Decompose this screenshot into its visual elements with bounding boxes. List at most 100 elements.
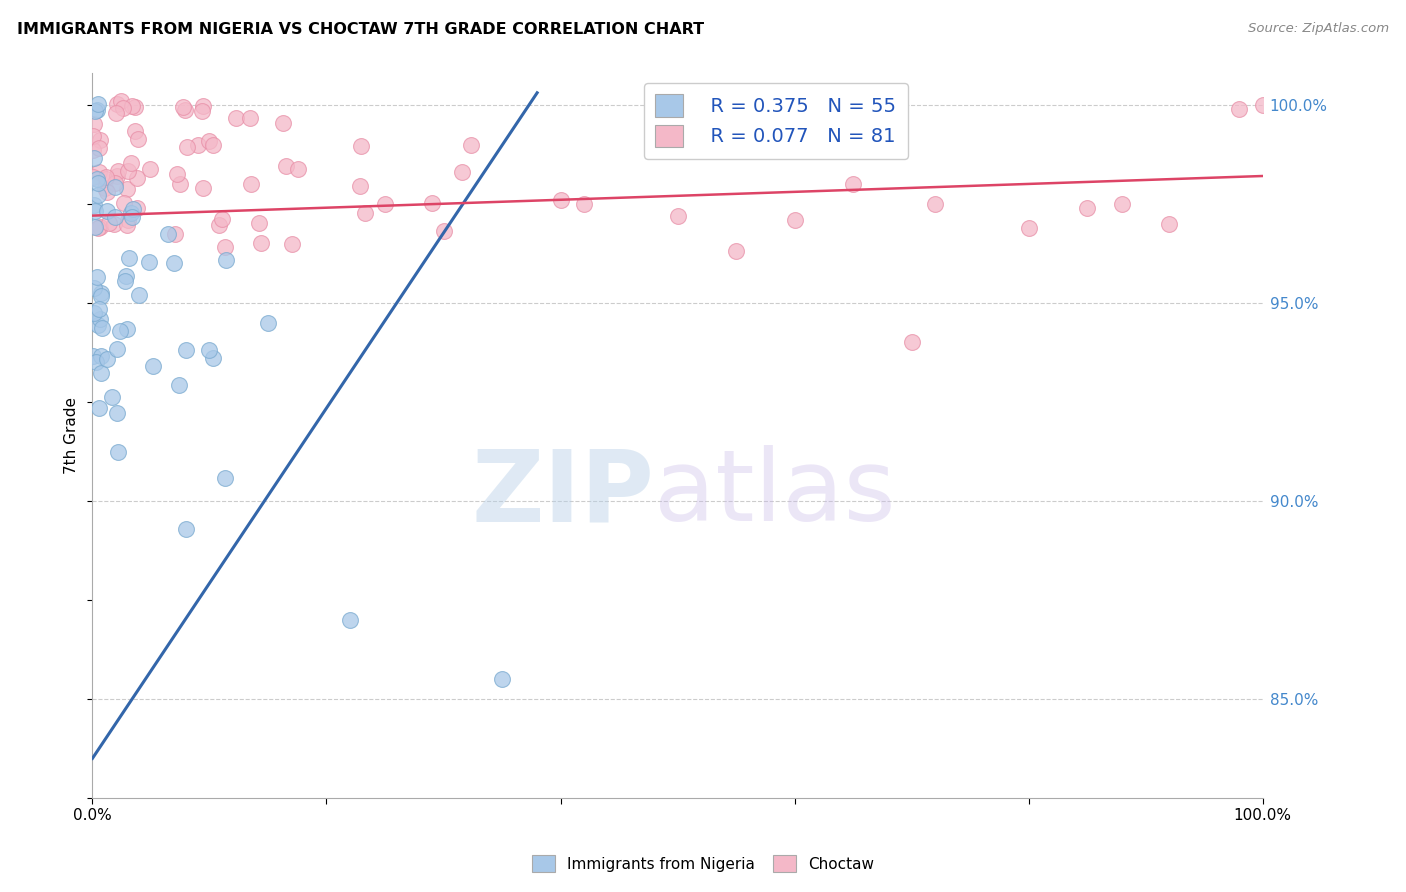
Point — [287, 161, 309, 176]
Point — [1111, 196, 1133, 211]
Text: Source: ZipAtlas.com: Source: ZipAtlas.com — [1249, 22, 1389, 36]
Point — [87, 141, 110, 155]
Point — [84, 204, 107, 219]
Point — [83, 306, 105, 320]
Point — [1018, 220, 1040, 235]
Point — [173, 103, 195, 117]
Point — [198, 134, 221, 148]
Point — [247, 216, 270, 230]
Point — [86, 269, 108, 284]
Point — [87, 165, 110, 179]
Point — [783, 212, 806, 227]
Point — [104, 179, 127, 194]
Point — [349, 179, 371, 194]
Point — [84, 220, 107, 235]
Point — [1251, 97, 1274, 112]
Text: ZIP: ZIP — [471, 445, 654, 542]
Legend:   R = 0.375   N = 55,   R = 0.077   N = 81: R = 0.375 N = 55, R = 0.077 N = 81 — [644, 83, 908, 159]
Point — [83, 117, 105, 131]
Point — [89, 133, 111, 147]
Point — [112, 195, 135, 210]
Point — [281, 237, 304, 252]
Point — [142, 359, 165, 373]
Point — [117, 163, 139, 178]
Point — [214, 252, 236, 267]
Point — [572, 196, 595, 211]
Point — [190, 103, 212, 118]
Point — [214, 471, 236, 485]
Point — [924, 196, 946, 211]
Point — [83, 198, 105, 212]
Point — [90, 349, 112, 363]
Point — [96, 185, 118, 199]
Point — [550, 193, 572, 207]
Point — [725, 244, 748, 259]
Point — [87, 97, 110, 112]
Point — [666, 209, 689, 223]
Point — [124, 124, 146, 138]
Point — [114, 274, 136, 288]
Point — [166, 167, 188, 181]
Point — [104, 176, 127, 190]
Point — [98, 216, 121, 230]
Point — [83, 152, 105, 166]
Point — [138, 161, 160, 176]
Point — [127, 171, 149, 186]
Point — [339, 613, 361, 627]
Point — [103, 217, 125, 231]
Point — [211, 212, 233, 227]
Point — [128, 288, 150, 302]
Point — [111, 101, 134, 115]
Point — [121, 210, 143, 224]
Legend: Immigrants from Nigeria, Choctaw: Immigrants from Nigeria, Choctaw — [524, 847, 882, 880]
Point — [82, 143, 104, 157]
Point — [101, 391, 124, 405]
Point — [105, 169, 128, 183]
Point — [90, 366, 112, 380]
Point — [86, 103, 108, 117]
Point — [127, 132, 149, 146]
Point — [420, 195, 443, 210]
Text: atlas: atlas — [654, 445, 896, 542]
Point — [432, 224, 454, 238]
Point — [239, 178, 262, 192]
Point — [1227, 102, 1250, 116]
Y-axis label: 7th Grade: 7th Grade — [65, 397, 79, 474]
Point — [82, 128, 104, 143]
Point — [273, 116, 295, 130]
Point — [120, 156, 142, 170]
Point — [89, 301, 111, 316]
Point — [460, 137, 482, 152]
Text: IMMIGRANTS FROM NIGERIA VS CHOCTAW 7TH GRADE CORRELATION CHART: IMMIGRANTS FROM NIGERIA VS CHOCTAW 7TH G… — [17, 22, 704, 37]
Point — [125, 201, 148, 215]
Point — [96, 204, 118, 219]
Point — [107, 405, 129, 419]
Point — [257, 316, 280, 330]
Point — [350, 139, 373, 153]
Point — [117, 213, 139, 227]
Point — [89, 401, 111, 416]
Point — [276, 159, 298, 173]
Point — [89, 312, 111, 326]
Point — [172, 100, 194, 114]
Point — [176, 343, 198, 357]
Point — [900, 335, 922, 350]
Point — [93, 180, 115, 194]
Point — [96, 351, 118, 366]
Point — [156, 227, 179, 241]
Point — [94, 169, 117, 184]
Point — [89, 219, 111, 234]
Point — [842, 177, 865, 191]
Point — [110, 95, 132, 109]
Point — [115, 181, 138, 195]
Point — [201, 351, 224, 365]
Point — [124, 100, 146, 114]
Point — [491, 672, 513, 686]
Point — [1159, 217, 1181, 231]
Point — [202, 137, 225, 152]
Point — [115, 321, 138, 335]
Point — [198, 343, 221, 358]
Point — [165, 227, 187, 242]
Point — [208, 218, 231, 232]
Point — [90, 289, 112, 303]
